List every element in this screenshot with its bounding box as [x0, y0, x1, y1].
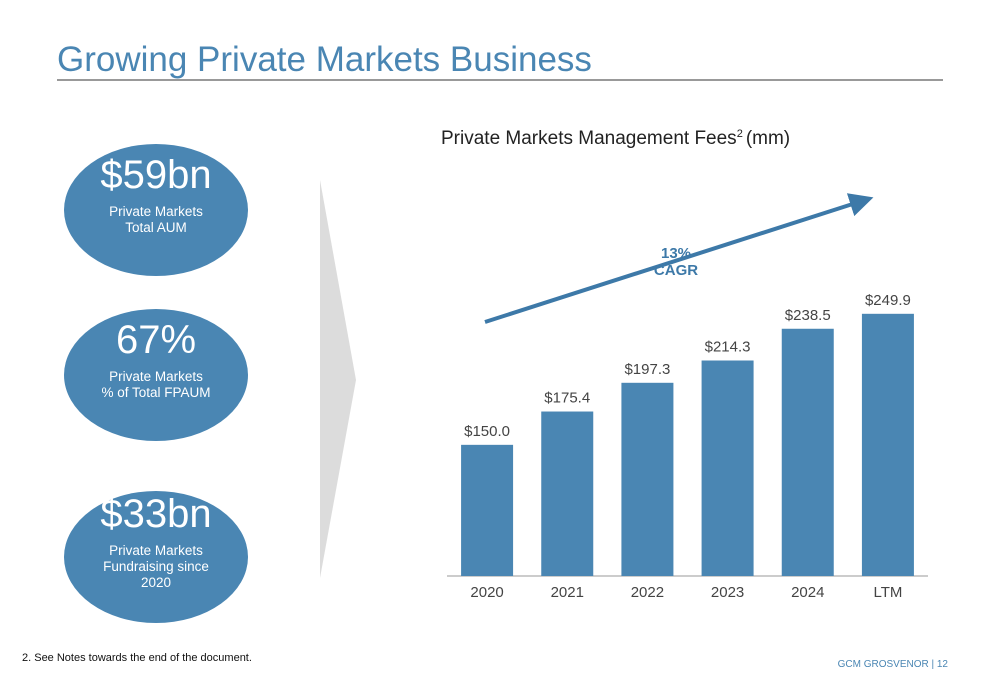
value-label: $150.0 [464, 423, 510, 440]
chart-title-main: Private Markets Management Fees [441, 128, 737, 149]
x-tick-label: 2020 [470, 584, 503, 601]
value-label: $214.3 [705, 338, 751, 355]
value-label: $238.5 [785, 307, 831, 324]
bar [861, 313, 914, 576]
x-tick-label: 2021 [551, 584, 584, 601]
bar [781, 328, 834, 576]
x-tick-label: 2024 [791, 584, 824, 601]
annotation: 13% [661, 245, 691, 262]
stat-label: Fundraising since [103, 559, 209, 574]
stat-value: $33bn [100, 492, 211, 536]
stat-value: $59bn [100, 153, 211, 197]
bar [541, 411, 594, 576]
stat-label: Private Markets [109, 543, 203, 558]
footer: GCM GROSVENOR | 12 [838, 659, 949, 670]
x-tick-label: 2023 [711, 584, 744, 601]
bars: $150.0 2020 $175.4 2021 $197.3 2022 $214.3 2023… [461, 292, 914, 601]
bar [701, 360, 754, 576]
chart-title-sup: 2 [737, 128, 743, 140]
bar [621, 382, 674, 576]
stat-label: % of Total FPAUM [101, 385, 210, 400]
annotation: CAGR [654, 262, 698, 279]
x-tick-label: 2022 [631, 584, 664, 601]
stat-circle [64, 309, 248, 441]
stat-label: 2020 [141, 575, 171, 590]
footnote: 2. See Notes towards the end of the docu… [22, 652, 252, 664]
value-label: $249.9 [865, 292, 911, 309]
trend-arrow [484, 193, 874, 324]
stat-value: 67% [116, 318, 196, 362]
stat-label: Private Markets [109, 204, 203, 219]
value-label: $175.4 [544, 390, 590, 407]
chart-title: Private Markets Management Fees2 (mm) [441, 128, 790, 149]
stat-circle [64, 491, 248, 623]
stat-circle [64, 144, 248, 276]
stat-label: Private Markets [109, 369, 203, 384]
chart-title-suffix: (mm) [746, 128, 790, 149]
value-label: $197.3 [624, 361, 670, 378]
x-tick-label: LTM [873, 584, 902, 601]
chevron [320, 180, 356, 578]
bar [461, 444, 514, 576]
stat-label: Total AUM [125, 220, 187, 235]
slide-title: Growing Private Markets Business [57, 40, 592, 79]
